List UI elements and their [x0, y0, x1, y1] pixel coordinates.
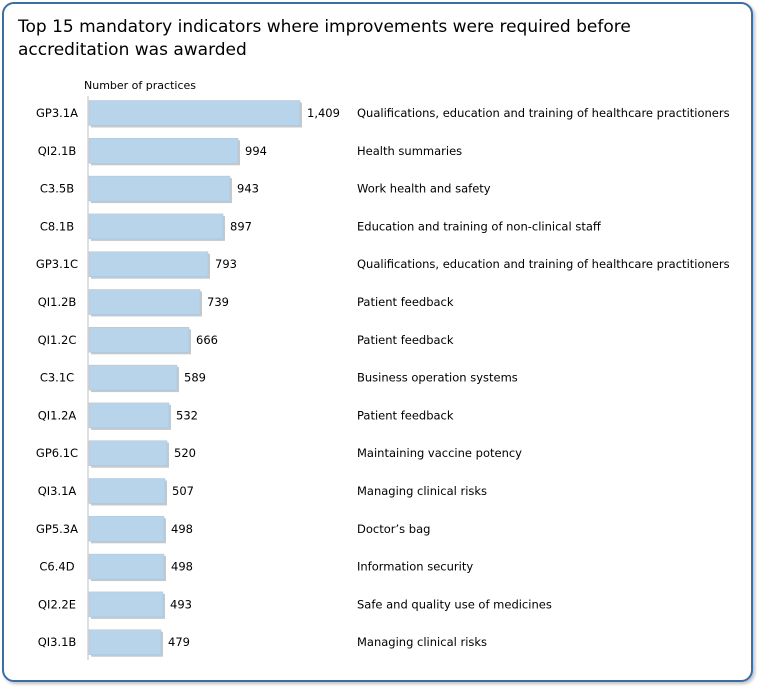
data-label: 520: [174, 446, 196, 460]
data-label: 589: [184, 371, 206, 385]
category-label: QI3.1B: [38, 635, 77, 649]
description-label: Patient feedback: [357, 295, 454, 309]
bar: [88, 402, 170, 429]
bar: [88, 629, 162, 655]
data-label: 793: [215, 257, 237, 271]
category-label: GP5.3A: [36, 522, 78, 536]
description-label: Qualifications, education and training o…: [357, 257, 730, 271]
bar: [88, 516, 165, 542]
bars-group: GP3.1A 1,409 Qualifications, education and…: [36, 100, 730, 657]
description-label: Education and training of non-clinical s…: [357, 219, 602, 233]
data-label: 666: [196, 333, 218, 347]
description-label: Managing clinical risks: [357, 635, 487, 649]
category-label: C6.4D: [39, 560, 74, 574]
data-label: 498: [171, 522, 193, 536]
data-label: 897: [230, 219, 252, 233]
data-label: 493: [170, 597, 192, 611]
data-label: 943: [237, 182, 259, 196]
description-label: Doctor’s bag: [357, 522, 430, 536]
category-label: QI1.2B: [38, 295, 77, 309]
data-label: 739: [207, 295, 229, 309]
category-label: C3.1C: [40, 371, 74, 385]
description-label: Patient feedback: [357, 408, 454, 422]
category-label: GP6.1C: [36, 446, 78, 460]
bar: [88, 364, 178, 391]
description-label: Maintaining vaccine potency: [357, 446, 522, 460]
bar: [88, 138, 239, 164]
category-label: QI1.2A: [38, 408, 77, 422]
bar: [88, 175, 231, 202]
description-label: Managing clinical risks: [357, 484, 487, 498]
data-label: 994: [245, 144, 267, 158]
data-label: 498: [171, 560, 193, 574]
description-label: Safe and quality use of medicines: [357, 597, 552, 611]
category-label: GP3.1C: [36, 257, 78, 271]
category-label: QI2.1B: [38, 144, 77, 158]
description-label: Information security: [357, 560, 473, 574]
category-label: GP3.1A: [36, 106, 78, 120]
category-label: QI1.2C: [38, 333, 77, 347]
bar: [88, 100, 301, 126]
category-label: C8.1B: [40, 219, 74, 233]
bar: [88, 478, 166, 504]
data-label: 479: [168, 635, 190, 649]
category-label: C3.5B: [40, 182, 74, 196]
description-label: Health summaries: [357, 144, 462, 158]
bar: [88, 591, 164, 618]
category-label: QI3.1A: [38, 484, 77, 498]
chart-title: Top 15 mandatory indicators where improv…: [18, 17, 631, 60]
description-label: Qualifications, education and training o…: [357, 106, 730, 120]
bar: [88, 251, 209, 277]
bar: [88, 440, 168, 466]
description-label: Patient feedback: [357, 333, 454, 347]
data-label: 532: [176, 408, 198, 422]
description-label: Work health and safety: [357, 182, 491, 196]
bar: [88, 289, 201, 315]
description-label: Business operation systems: [357, 371, 518, 385]
data-label: 1,409: [307, 106, 340, 120]
category-label: QI2.2E: [38, 597, 76, 611]
bar: [88, 327, 190, 353]
bar: [88, 553, 165, 580]
axis-label: Number of practices: [84, 79, 196, 92]
bar: [88, 213, 224, 240]
data-label: 507: [172, 484, 194, 498]
